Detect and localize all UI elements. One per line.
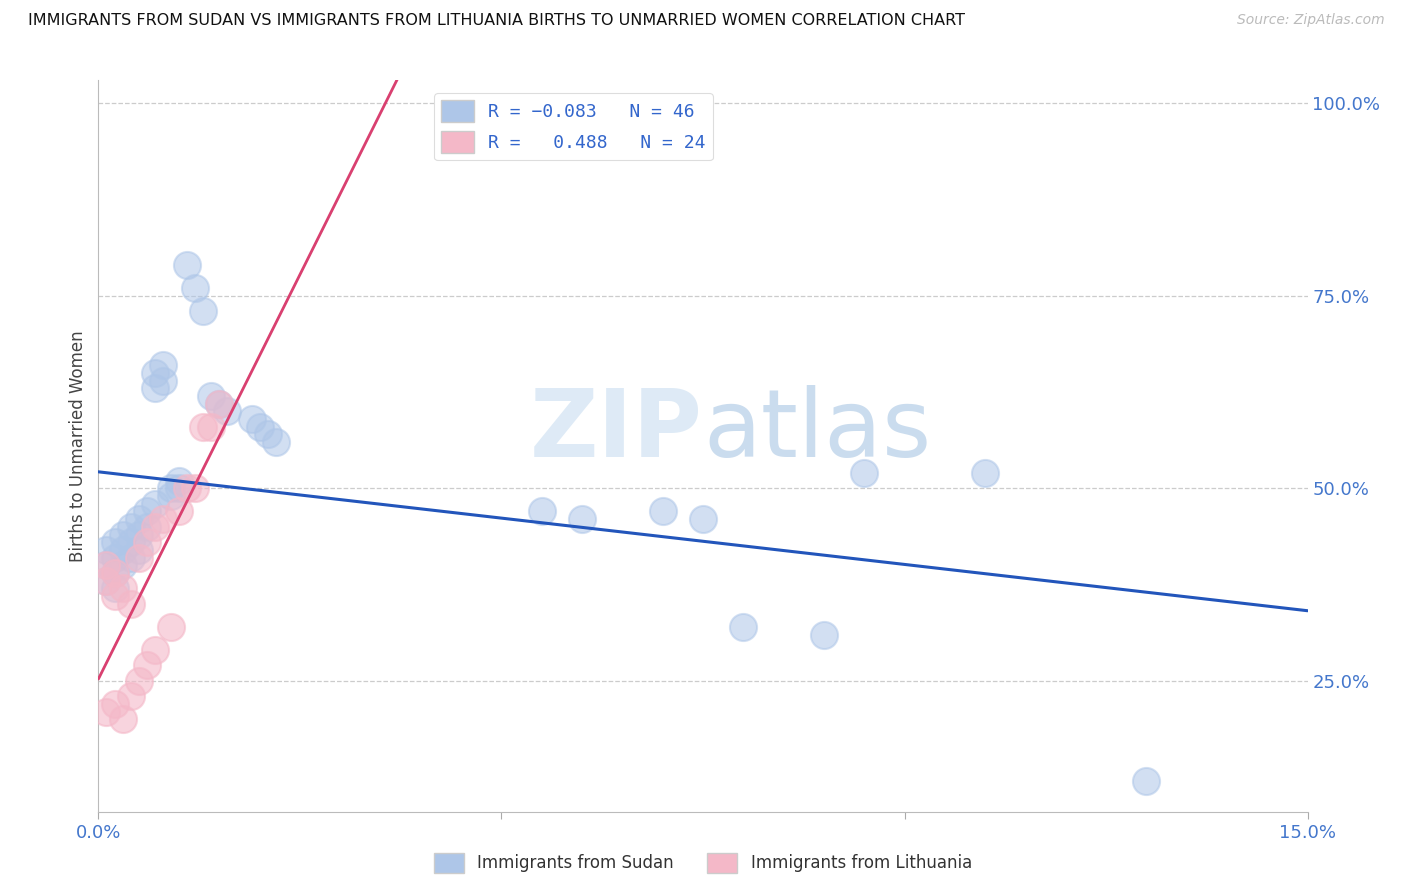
Point [143,520,166,534]
Point [143,497,166,511]
Point [103,589,125,603]
Point [128,550,150,565]
Point [692,512,714,526]
Point [733,620,755,634]
Point [103,550,125,565]
Point [128,543,150,558]
Point [135,520,157,534]
Point [96,558,118,573]
Point [167,481,190,495]
Point [193,304,215,318]
Text: Source: ZipAtlas.com: Source: ZipAtlas.com [1237,13,1385,28]
Point [120,690,142,704]
Point [208,397,231,411]
Point [240,412,263,426]
Point [152,358,174,372]
Point [208,397,231,411]
Point [167,474,190,488]
Point [217,404,239,418]
Point [184,481,207,495]
Point [1135,773,1157,788]
Point [176,481,198,495]
Point [853,466,876,480]
Point [135,658,157,673]
Legend: R = −0.083   N = 46, R =   0.488   N = 24: R = −0.083 N = 46, R = 0.488 N = 24 [434,93,713,161]
Point [128,673,150,688]
Point [128,512,150,526]
Point [120,520,142,534]
Point [111,582,134,596]
Point [103,582,125,596]
Point [103,566,125,580]
Point [103,535,125,549]
Point [120,550,142,565]
Point [103,566,125,580]
Point [200,419,222,434]
Point [96,574,118,588]
Point [120,597,142,611]
Text: ZIP: ZIP [530,385,703,477]
Point [571,512,593,526]
Text: atlas: atlas [703,385,931,477]
Point [111,558,134,573]
Point [152,512,174,526]
Point [128,527,150,541]
Point [143,366,166,380]
Point [111,712,134,726]
Point [264,435,287,450]
Point [167,504,190,518]
Point [193,419,215,434]
Y-axis label: Births to Unmarried Women: Births to Unmarried Women [69,330,87,562]
Legend: Immigrants from Sudan, Immigrants from Lithuania: Immigrants from Sudan, Immigrants from L… [427,847,979,880]
Point [111,543,134,558]
Point [160,481,183,495]
Point [111,527,134,541]
Point [135,504,157,518]
Point [96,558,118,573]
Point [120,535,142,549]
Point [152,374,174,388]
Point [256,427,278,442]
Point [200,389,222,403]
Point [103,697,125,711]
Point [249,419,271,434]
Point [143,643,166,657]
Point [160,489,183,503]
Point [160,620,183,634]
Point [96,705,118,719]
Point [96,574,118,588]
Point [530,504,553,518]
Point [813,627,835,641]
Point [651,504,673,518]
Point [974,466,997,480]
Point [143,381,166,395]
Point [176,258,198,272]
Point [135,535,157,549]
Point [96,543,118,558]
Point [184,281,207,295]
Text: IMMIGRANTS FROM SUDAN VS IMMIGRANTS FROM LITHUANIA BIRTHS TO UNMARRIED WOMEN COR: IMMIGRANTS FROM SUDAN VS IMMIGRANTS FROM… [28,13,965,29]
